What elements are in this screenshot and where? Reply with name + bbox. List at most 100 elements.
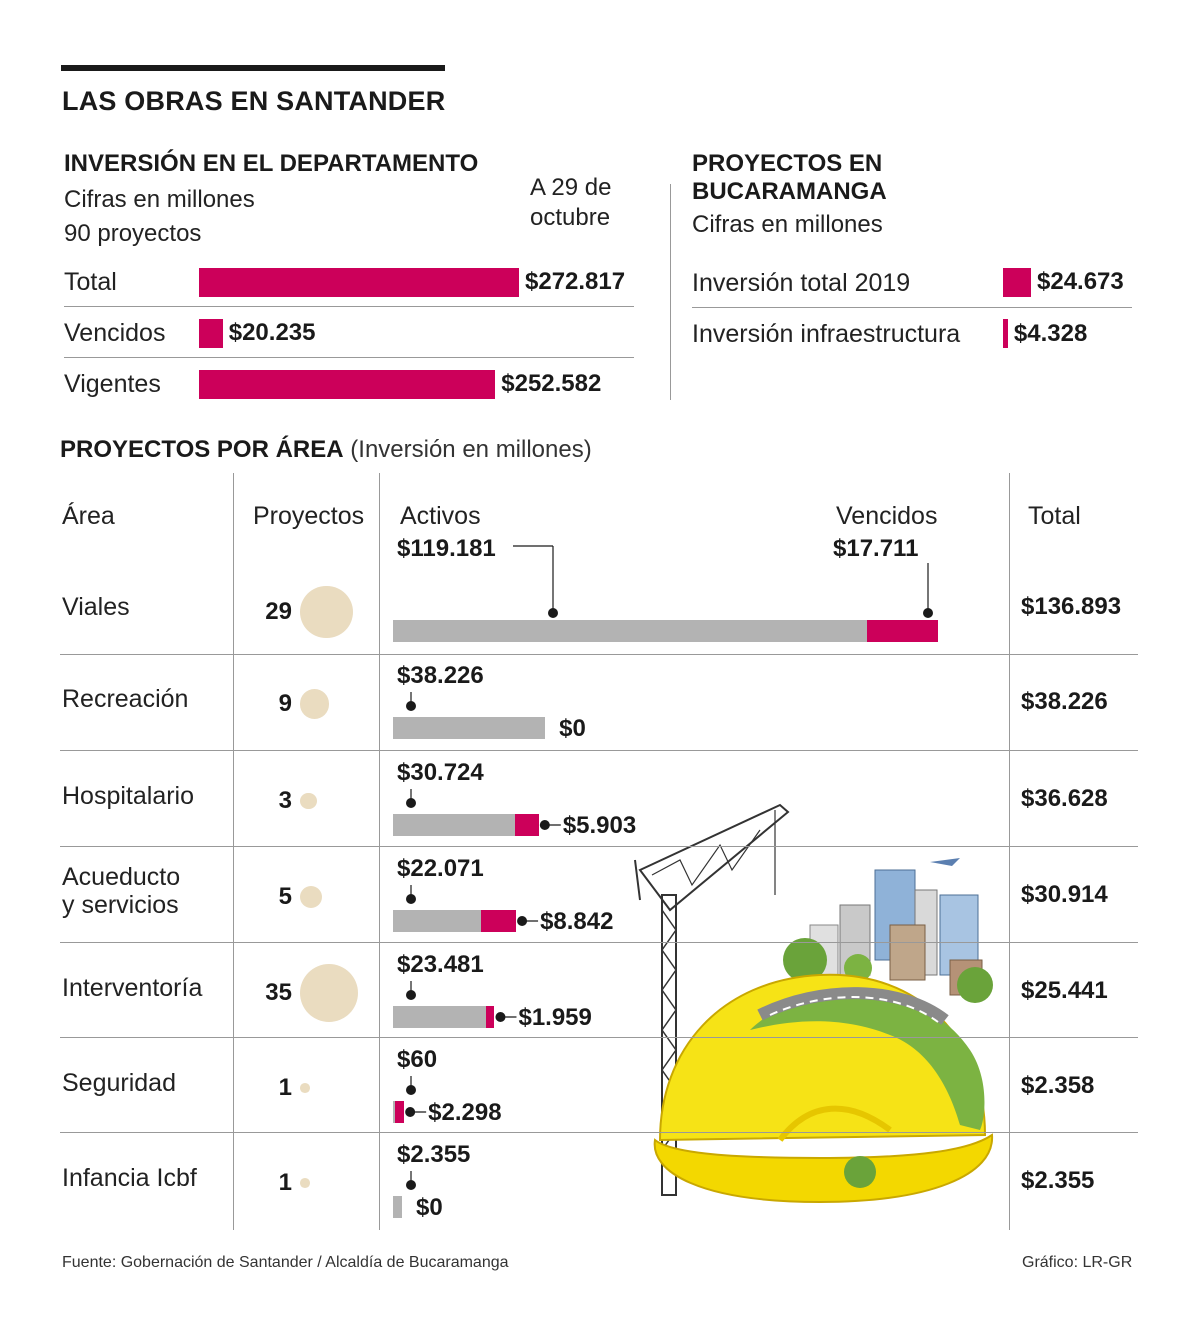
activos-value-label: $23.481	[397, 951, 484, 978]
col-header-vencidos: Vencidos	[836, 502, 938, 530]
row-divider	[60, 1132, 1138, 1133]
areas-heading: PROYECTOS POR ÁREA (Inversión en millone…	[60, 436, 592, 464]
vencidos-bar	[486, 1006, 495, 1028]
helmet-icon	[653, 973, 994, 1204]
activos-marker	[406, 894, 416, 904]
grid-line	[1009, 473, 1010, 1230]
total-value: $25.441	[1021, 977, 1108, 1004]
buca-total-bar	[1003, 268, 1031, 297]
departamento-subtitle: Cifras en millones	[64, 186, 255, 213]
bucaramanga-heading-2: BUCARAMANGA	[692, 178, 887, 205]
activos-bar	[393, 814, 516, 836]
area-label: Recreación	[62, 685, 189, 713]
project-count: 35	[265, 979, 292, 1006]
project-bubble	[300, 689, 330, 719]
activos-bar	[393, 1006, 487, 1028]
activos-bar	[393, 1101, 395, 1123]
activos-value-label: $119.181	[397, 535, 496, 562]
project-count: 3	[278, 787, 292, 814]
vencidos-bar	[867, 620, 938, 642]
project-count: 9	[278, 690, 292, 717]
buca-total-value: $24.673	[1037, 268, 1124, 295]
activos-value-label: $30.724	[397, 759, 484, 786]
project-bubble	[300, 792, 317, 810]
project-bubble	[300, 585, 353, 639]
activos-marker	[406, 701, 416, 711]
source-note: Fuente: Gobernación de Santander / Alcal…	[62, 1254, 509, 1271]
dept-vigentes-bar	[199, 370, 496, 399]
bucaramanga-subtitle: Cifras en millones	[692, 211, 883, 238]
activos-marker	[406, 1085, 416, 1095]
total-value: $2.358	[1021, 1072, 1095, 1099]
area-label: Interventoría	[62, 974, 203, 1002]
buca-total-label: Inversión total 2019	[692, 269, 911, 297]
activos-bar	[393, 1196, 402, 1218]
grid-line	[233, 473, 234, 1230]
project-bubble	[300, 1083, 310, 1093]
activos-bar	[393, 717, 546, 739]
divider	[64, 306, 634, 307]
activos-marker	[406, 1180, 416, 1190]
area-label: Seguridad	[62, 1069, 176, 1097]
row-divider	[60, 750, 1138, 751]
area-label: Infancia Icbf	[62, 1164, 197, 1192]
activos-value-label: $2.355	[397, 1141, 471, 1168]
vencidos-value-label: $1.959	[518, 1004, 592, 1031]
activos-value-label: $38.226	[397, 662, 484, 689]
vencidos-value-label: $0	[416, 1194, 443, 1221]
title-rule	[61, 65, 445, 71]
crane-icon	[634, 803, 790, 1196]
vencidos-value-label: $5.903	[562, 812, 637, 839]
buca-infra-bar	[1003, 319, 1008, 348]
date-line-2: octubre	[530, 204, 611, 231]
project-bubble	[300, 1178, 310, 1188]
col-header-total: Total	[1028, 502, 1081, 530]
page-title: LAS OBRAS EN SANTANDER	[62, 86, 446, 116]
credit-note: Gráfico: LR-GR	[1022, 1254, 1133, 1271]
total-value: $30.914	[1021, 881, 1108, 908]
row-divider	[60, 654, 1138, 655]
activos-marker	[406, 798, 416, 808]
project-count: 5	[278, 883, 292, 910]
activos-bar	[393, 620, 868, 642]
dept-vigentes-value: $252.582	[501, 370, 602, 397]
col-header-proyectos: Proyectos	[253, 502, 365, 530]
vencidos-value-label: $17.711	[833, 535, 919, 562]
row-divider	[60, 942, 1138, 943]
dept-total-label: Total	[64, 268, 117, 296]
project-count: 1	[278, 1169, 292, 1196]
row-divider	[60, 1037, 1138, 1038]
project-count: 1	[278, 1074, 292, 1101]
departamento-heading: INVERSIÓN EN EL DEPARTAMENTO	[64, 150, 479, 177]
vencidos-value-label: $0	[559, 715, 586, 742]
grid-line	[379, 473, 380, 1230]
dept-vencidos-label: Vencidos	[64, 319, 166, 347]
project-bubble	[300, 886, 322, 908]
col-header-activos: Activos	[400, 502, 481, 530]
buca-infra-value: $4.328	[1013, 320, 1088, 347]
activos-value-label: $22.071	[397, 855, 484, 882]
col-header-area: Área	[62, 502, 115, 530]
area-label: y servicios	[62, 891, 179, 919]
dept-vencidos-bar	[199, 319, 223, 348]
area-label: Viales	[62, 593, 130, 621]
vencidos-bar	[515, 814, 539, 836]
total-value: $38.226	[1021, 688, 1108, 715]
total-value: $36.628	[1021, 785, 1108, 812]
departamento-project-count: 90 proyectos	[64, 220, 202, 247]
vencidos-value-label: $2.298	[428, 1099, 502, 1126]
divider	[692, 307, 1132, 308]
section-divider	[670, 184, 671, 400]
dept-total-bar	[199, 268, 519, 297]
area-label: Acueducto	[62, 863, 181, 891]
row-divider	[60, 846, 1138, 847]
project-count: 29	[265, 598, 292, 625]
total-value: $2.355	[1021, 1167, 1095, 1194]
dept-vigentes-label: Vigentes	[64, 370, 161, 398]
vencidos-marker	[923, 608, 933, 618]
area-label: Hospitalario	[62, 782, 195, 810]
dept-vencidos-value: $20.235	[228, 319, 316, 346]
activos-value-label: $60	[397, 1046, 438, 1073]
bucaramanga-heading-1: PROYECTOS EN	[692, 150, 883, 177]
